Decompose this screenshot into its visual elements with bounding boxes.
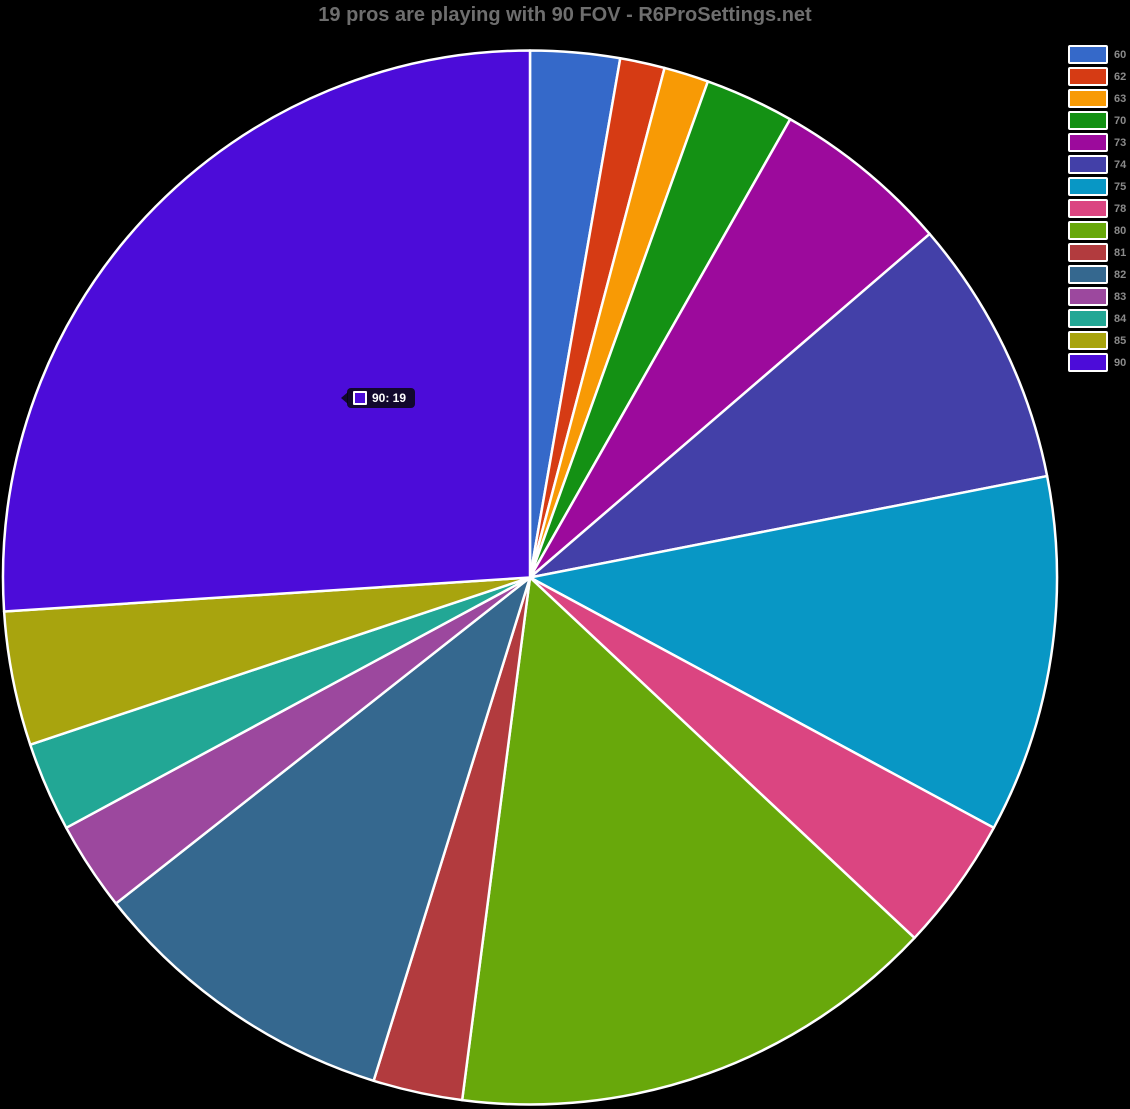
legend-item-78[interactable]: 78 <box>1068 198 1126 219</box>
legend-label: 80 <box>1114 224 1127 237</box>
legend-label: 75 <box>1114 180 1127 193</box>
legend-swatch-icon <box>1068 45 1108 64</box>
legend-label: 74 <box>1114 158 1127 171</box>
legend-label: 82 <box>1114 268 1127 281</box>
legend-item-70[interactable]: 70 <box>1068 110 1126 131</box>
tooltip-swatch-icon <box>353 391 367 405</box>
legend-label: 73 <box>1114 136 1127 149</box>
pie-slice-90[interactable] <box>1 49 532 613</box>
legend-item-82[interactable]: 82 <box>1068 264 1126 285</box>
pie-chart[interactable] <box>0 49 1060 1109</box>
legend-item-84[interactable]: 84 <box>1068 308 1126 329</box>
legend-label: 78 <box>1114 202 1127 215</box>
legend-swatch-icon <box>1068 89 1108 108</box>
legend-swatch-icon <box>1068 111 1108 130</box>
legend-label: 83 <box>1114 290 1127 303</box>
pie-slice-74[interactable] <box>528 232 1049 579</box>
legend-item-73[interactable]: 73 <box>1068 132 1126 153</box>
legend-swatch-icon <box>1068 287 1108 306</box>
legend-label: 62 <box>1114 70 1127 83</box>
legend-label: 90 <box>1114 356 1127 369</box>
legend-swatch-icon <box>1068 155 1108 174</box>
legend-swatch-icon <box>1068 243 1108 262</box>
pie-slice-82[interactable] <box>114 576 532 1083</box>
legend-swatch-icon <box>1068 265 1108 284</box>
legend-item-63[interactable]: 63 <box>1068 88 1126 109</box>
pie-slice-80[interactable] <box>460 576 916 1106</box>
legend-swatch-icon <box>1068 177 1108 196</box>
tooltip-arrow-icon <box>341 392 348 404</box>
legend-label: 85 <box>1114 334 1127 347</box>
pie-slice-73[interactable] <box>528 117 931 579</box>
legend-swatch-icon <box>1068 331 1108 350</box>
legend-item-62[interactable]: 62 <box>1068 66 1126 87</box>
legend-label: 60 <box>1114 48 1127 61</box>
legend-swatch-icon <box>1068 133 1108 152</box>
legend-label: 81 <box>1114 246 1127 259</box>
legend-swatch-icon <box>1068 309 1108 328</box>
legend-label: 70 <box>1114 114 1127 127</box>
legend-item-85[interactable]: 85 <box>1068 330 1126 351</box>
legend-swatch-icon <box>1068 353 1108 372</box>
legend: 60 62 63 70 73 74 75 78 80 81 82 83 84 85 90 <box>1068 44 1126 374</box>
tooltip: 90: 19 <box>341 388 416 408</box>
pie-slice-75[interactable] <box>528 474 1059 830</box>
legend-item-83[interactable]: 83 <box>1068 286 1126 307</box>
legend-item-90[interactable]: 90 <box>1068 352 1126 373</box>
legend-swatch-icon <box>1068 199 1108 218</box>
chart-title: 19 pros are playing with 90 FOV - R6ProS… <box>318 4 812 26</box>
legend-swatch-icon <box>1068 67 1108 86</box>
legend-item-60[interactable]: 60 <box>1068 44 1126 65</box>
tooltip-text: 90: 19 <box>372 391 407 405</box>
legend-item-74[interactable]: 74 <box>1068 154 1126 175</box>
legend-label: 84 <box>1114 312 1127 325</box>
legend-item-80[interactable]: 80 <box>1068 220 1126 241</box>
legend-label: 63 <box>1114 92 1127 105</box>
legend-item-81[interactable]: 81 <box>1068 242 1126 263</box>
legend-item-75[interactable]: 75 <box>1068 176 1126 197</box>
legend-swatch-icon <box>1068 221 1108 240</box>
